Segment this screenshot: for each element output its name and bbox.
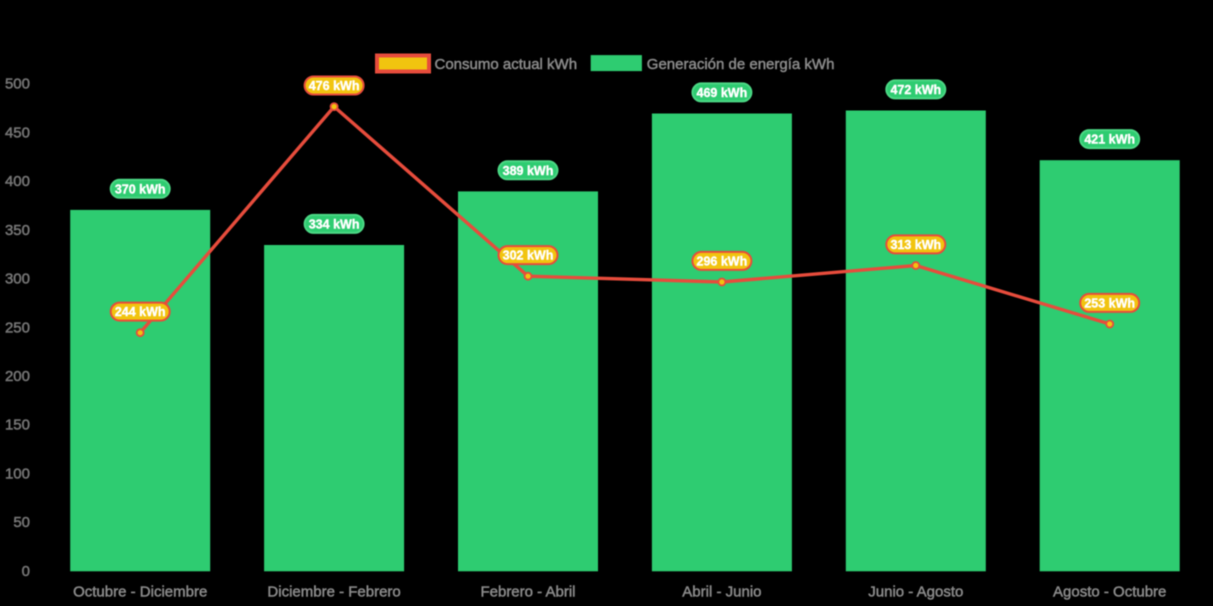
svg-text:0: 0 xyxy=(22,563,30,580)
svg-text:200: 200 xyxy=(5,368,30,385)
svg-text:Abril - Junio: Abril - Junio xyxy=(682,584,761,601)
svg-text:250: 250 xyxy=(5,319,30,336)
svg-text:476 kWh: 476 kWh xyxy=(309,79,360,93)
svg-text:302 kWh: 302 kWh xyxy=(503,249,554,263)
svg-text:334 kWh: 334 kWh xyxy=(309,218,360,232)
svg-text:400: 400 xyxy=(5,173,30,190)
svg-text:421 kWh: 421 kWh xyxy=(1084,133,1135,147)
svg-text:296 kWh: 296 kWh xyxy=(697,255,748,269)
svg-text:Generación de energía kWh: Generación de energía kWh xyxy=(647,56,835,73)
svg-text:450: 450 xyxy=(5,124,30,141)
svg-text:Agosto - Octubre: Agosto - Octubre xyxy=(1053,584,1166,601)
svg-text:350: 350 xyxy=(5,222,30,239)
svg-text:472 kWh: 472 kWh xyxy=(890,83,941,97)
svg-text:Febrero - Abril: Febrero - Abril xyxy=(480,584,575,601)
svg-text:50: 50 xyxy=(13,514,30,531)
svg-text:300: 300 xyxy=(5,271,30,288)
svg-text:244 kWh: 244 kWh xyxy=(115,305,166,319)
svg-text:389 kWh: 389 kWh xyxy=(503,164,554,178)
svg-text:Junio - Agosto: Junio - Agosto xyxy=(868,584,963,601)
svg-text:Octubre - Diciembre: Octubre - Diciembre xyxy=(73,584,207,601)
svg-text:500: 500 xyxy=(5,76,30,93)
svg-text:469 kWh: 469 kWh xyxy=(697,86,748,100)
svg-text:253 kWh: 253 kWh xyxy=(1084,297,1135,311)
svg-text:150: 150 xyxy=(5,417,30,434)
svg-text:313 kWh: 313 kWh xyxy=(890,238,941,252)
svg-text:370 kWh: 370 kWh xyxy=(115,182,166,196)
svg-text:Consumo actual kWh: Consumo actual kWh xyxy=(435,56,578,73)
svg-text:100: 100 xyxy=(5,465,30,482)
svg-text:Diciembre - Febrero: Diciembre - Febrero xyxy=(267,584,400,601)
